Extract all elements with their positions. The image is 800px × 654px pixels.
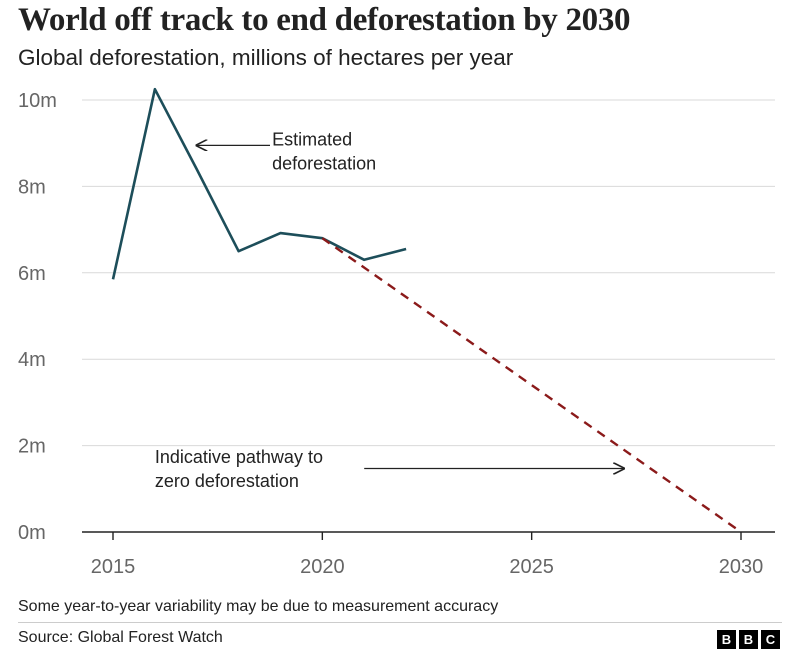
x-tick-label: 2030 [719,556,764,578]
annotation-pathway: Indicative pathway to zero deforestation [155,447,323,491]
y-tick-label: 8m [18,176,46,198]
chart-title: World off track to end deforestation by … [18,2,631,38]
logo-letter-c: C [761,630,780,649]
source-credit: Source: Global Forest Watch [18,629,223,646]
y-tick-label: 4m [18,349,46,371]
footer-divider [18,622,782,623]
chart-subtitle: Global deforestation, millions of hectar… [18,45,514,70]
logo-letter-b1: B [717,630,736,649]
annotation-estimated: Estimated deforestation [272,129,376,173]
pathway-line [321,237,742,533]
x-tick-label: 2025 [509,556,554,578]
estimated-line [111,87,407,280]
y-tick-label: 0m [18,522,46,544]
x-tick-label: 2015 [91,556,136,578]
footnote: Some year-to-year variability may be due… [18,598,499,615]
logo-letter-b2: B [739,630,758,649]
x-tick-label: 2020 [300,556,345,578]
y-tick-label: 10m [18,90,57,112]
y-tick-label: 6m [18,263,46,285]
y-tick-label: 2m [18,436,46,458]
bbc-logo: B B C [717,630,780,649]
